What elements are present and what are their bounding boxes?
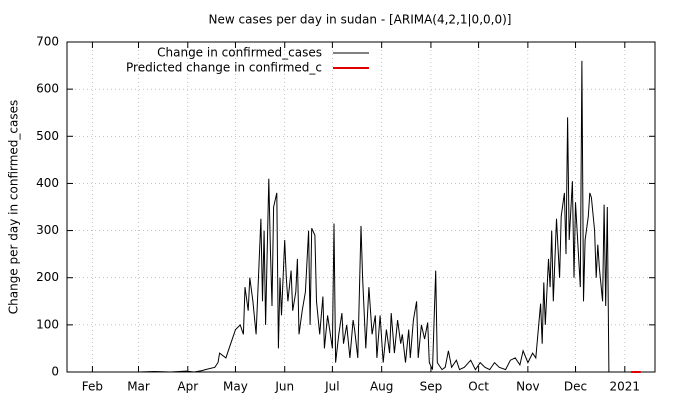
x-tick-label: May xyxy=(223,380,248,394)
x-tick-label: Mar xyxy=(127,380,150,394)
data-line xyxy=(138,60,610,373)
x-tick-label: Apr xyxy=(177,380,198,394)
legend-label: Change in confirmed_cases xyxy=(157,46,322,60)
plot-frame xyxy=(66,41,656,373)
x-tick-label: Oct xyxy=(468,380,489,394)
x-tick-label: Dec xyxy=(564,380,587,394)
x-tick-label: Sep xyxy=(420,380,443,394)
x-tick-label: Jun xyxy=(274,380,294,394)
y-axis-label: Change per day in confirmed_cases xyxy=(7,100,21,315)
y-tick-label: 100 xyxy=(36,317,59,331)
x-tick-label: Aug xyxy=(370,380,393,394)
y-tick-label: 700 xyxy=(36,35,59,49)
y-tick-label: 300 xyxy=(36,223,59,237)
x-tick-label: Nov xyxy=(516,380,539,394)
x-tick-label: 2021 xyxy=(610,380,641,394)
y-tick-label: 400 xyxy=(36,176,59,190)
y-tick-label: 500 xyxy=(36,129,59,143)
y-tick-label: 600 xyxy=(36,82,59,96)
chart-title: New cases per day in sudan - [ARIMA(4,2,… xyxy=(209,13,512,27)
x-tick-label: Feb xyxy=(82,380,103,394)
legend-label: Predicted change in confirmed_c xyxy=(126,61,322,75)
x-tick-label: Jul xyxy=(324,380,339,394)
y-tick-label: 0 xyxy=(51,365,59,379)
y-tick-label: 200 xyxy=(36,270,59,284)
